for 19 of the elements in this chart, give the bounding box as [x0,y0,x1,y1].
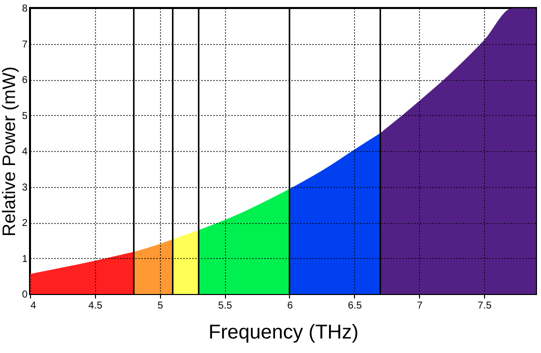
x-tick-label: 7 [416,300,423,312]
y-tick-label: 6 [22,75,28,86]
x-tick-label: 7.5 [478,300,492,312]
y-tick-label: 7 [22,39,28,50]
y-tick-label: 3 [22,182,28,194]
x-tick-label: 6 [287,300,294,312]
x-tick-label: 5 [157,300,164,312]
y-tick-label: 4 [22,146,28,158]
x-tick-label: 6.5 [348,300,362,312]
x-tick-label: 5.5 [218,300,232,312]
y-axis-title: Relative Power (mW) [0,66,19,237]
y-tick-label: 8 [22,4,28,14]
y-tick-label: 0 [22,290,28,300]
y-tick-label: 5 [22,110,28,122]
x-tick-label: 4 [30,300,36,312]
x-tick-label: 4.5 [88,300,103,312]
y-tick-label: 2 [22,218,28,229]
y-tick-label: 1 [22,254,28,265]
x-axis-title: Frequency (THz) [208,322,359,344]
